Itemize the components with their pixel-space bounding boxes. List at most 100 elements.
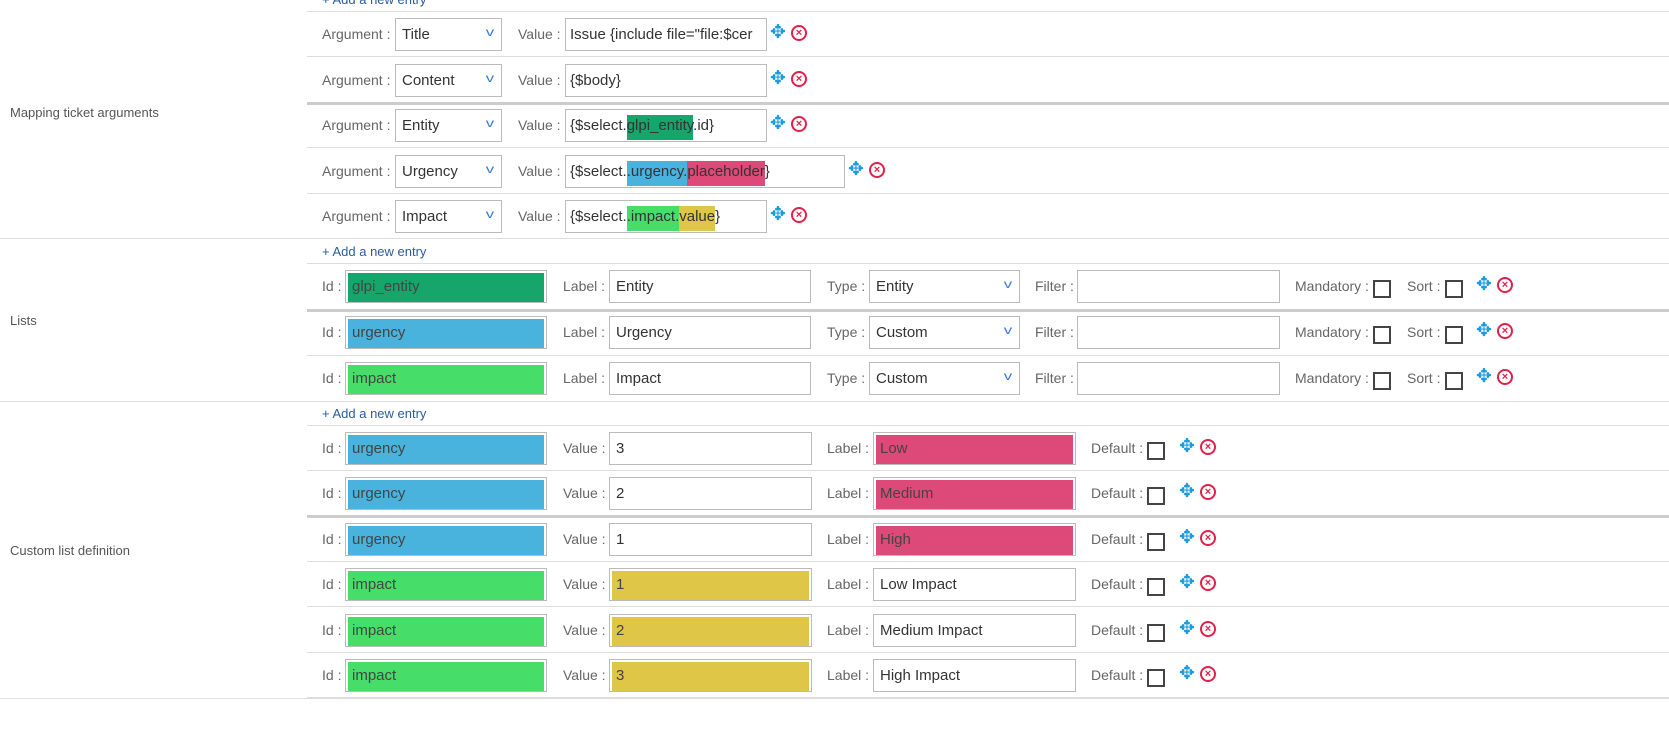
label-input[interactable]: High — [873, 522, 1076, 556]
label-input[interactable]: Entity — [609, 270, 811, 303]
add-entry-link-custom[interactable]: + Add a new entry — [322, 406, 427, 421]
move-icon[interactable]: ✥ — [848, 158, 864, 180]
label-input[interactable]: Medium — [873, 477, 1076, 511]
move-icon[interactable]: ✥ — [770, 22, 786, 43]
move-icon[interactable]: ✥ — [1179, 663, 1195, 684]
mapping-row: Argument : Content v Value : {$body} ✥ × — [0, 58, 1669, 104]
default-checkbox[interactable] — [1147, 487, 1165, 506]
move-icon[interactable]: ✥ — [1179, 526, 1195, 548]
delete-icon[interactable]: × — [869, 161, 885, 178]
move-icon[interactable]: ✥ — [1476, 320, 1492, 341]
chevron-down-icon: v — [1003, 277, 1013, 291]
custom-row: Id : impact Value : 3 Label : High Impact Defa… — [0, 653, 1669, 699]
default-checkbox[interactable] — [1147, 578, 1165, 597]
default-checkbox[interactable] — [1147, 623, 1165, 642]
label-input[interactable]: Low — [873, 432, 1076, 465]
delete-icon[interactable]: × — [1200, 575, 1216, 592]
filter-input[interactable] — [1077, 316, 1280, 349]
label-input[interactable]: Medium Impact — [873, 613, 1076, 647]
add-entry-link-lists[interactable]: + Add a new entry — [322, 244, 427, 259]
delete-icon[interactable]: × — [1200, 484, 1216, 501]
move-icon[interactable]: ✥ — [770, 67, 786, 89]
filter-input[interactable] — [1077, 362, 1280, 395]
divider — [307, 101, 1669, 105]
id-input[interactable]: impact — [345, 659, 547, 692]
delete-icon[interactable]: × — [791, 70, 807, 87]
move-icon[interactable]: ✥ — [1179, 572, 1195, 594]
id-input[interactable]: impact — [345, 362, 547, 395]
value-input[interactable]: {$select.glpi_entity.id} — [565, 109, 767, 142]
value-input[interactable]: {$body} — [565, 63, 767, 97]
move-icon[interactable]: ✥ — [1179, 481, 1195, 503]
default-checkbox[interactable] — [1147, 532, 1165, 551]
value-input[interactable]: 3 — [609, 432, 812, 465]
argument-select[interactable]: Entity v — [395, 109, 502, 142]
move-icon[interactable]: ✥ — [1476, 274, 1492, 295]
value-input[interactable]: 2 — [609, 613, 812, 647]
id-input-text: impact — [348, 365, 544, 394]
mandatory-checkbox[interactable] — [1373, 280, 1391, 298]
id-input[interactable]: urgency — [345, 477, 547, 511]
delete-icon[interactable]: × — [1497, 323, 1513, 339]
argument-select[interactable]: Impact v — [395, 200, 502, 233]
delete-icon[interactable]: × — [1200, 620, 1216, 637]
delete-icon[interactable]: × — [1200, 666, 1216, 682]
field-label: Default : — [1091, 485, 1144, 502]
move-icon[interactable]: ✥ — [1179, 436, 1195, 457]
chevron-down-icon: v — [485, 161, 495, 176]
value-input[interactable]: {$select..urgency.placeholder} — [565, 154, 845, 188]
sort-checkbox[interactable] — [1445, 280, 1463, 298]
move-icon[interactable]: ✥ — [770, 113, 786, 134]
chevron-down-icon: v — [485, 207, 495, 221]
field-label: Label : — [827, 530, 870, 547]
label-input[interactable]: Urgency — [609, 316, 811, 349]
sort-checkbox[interactable] — [1445, 372, 1463, 390]
mandatory-checkbox[interactable] — [1373, 326, 1391, 344]
default-checkbox[interactable] — [1147, 669, 1165, 687]
filter-input[interactable] — [1077, 270, 1280, 303]
delete-icon[interactable]: × — [791, 25, 807, 41]
id-input[interactable]: impact — [345, 613, 547, 647]
value-segment: {$select. — [570, 208, 627, 225]
field-label: Label : — [827, 621, 870, 638]
type-select[interactable]: Custom v — [869, 362, 1020, 395]
label-input[interactable]: High Impact — [873, 659, 1076, 692]
delete-icon[interactable]: × — [1200, 529, 1216, 546]
field-label: Value : — [518, 208, 561, 224]
delete-icon[interactable]: × — [1497, 277, 1513, 293]
id-input[interactable]: impact — [345, 568, 547, 602]
add-entry-link-mapping[interactable]: + Add a new entry — [322, 0, 426, 7]
id-input[interactable]: urgency — [345, 522, 547, 556]
value-segment: Issue {include file="file:$cer — [570, 26, 753, 43]
value-input[interactable]: 3 — [609, 659, 812, 692]
id-input[interactable]: urgency — [345, 316, 547, 349]
value-input[interactable]: 1 — [609, 522, 812, 556]
move-icon[interactable]: ✥ — [1476, 366, 1492, 387]
value-segment: } — [764, 162, 770, 180]
move-icon[interactable]: ✥ — [1179, 617, 1195, 639]
argument-select[interactable]: Urgency v — [395, 154, 502, 188]
delete-icon[interactable]: × — [791, 207, 807, 223]
mandatory-checkbox[interactable] — [1373, 372, 1391, 390]
field-label: Id : — [322, 530, 342, 547]
delete-icon[interactable]: × — [1200, 439, 1216, 455]
move-icon[interactable]: ✥ — [770, 204, 786, 225]
delete-icon[interactable]: × — [791, 116, 807, 132]
argument-select[interactable]: Content v — [395, 63, 502, 97]
argument-select[interactable]: Title v — [395, 18, 502, 51]
value-input[interactable]: {$select..impact.value} — [565, 200, 767, 233]
id-input[interactable]: glpi_entity — [345, 270, 547, 303]
type-select[interactable]: Custom v — [869, 316, 1020, 349]
value-input[interactable]: 1 — [609, 568, 812, 602]
field-label: Id : — [322, 278, 342, 294]
label-input[interactable]: Impact — [609, 362, 811, 395]
value-input[interactable]: Issue {include file="file:$cer — [565, 18, 767, 51]
default-checkbox[interactable] — [1147, 442, 1165, 460]
label-input[interactable]: Low Impact — [873, 568, 1076, 602]
value-input-text: 3 — [616, 440, 625, 457]
type-select[interactable]: Entity v — [869, 270, 1020, 303]
id-input[interactable]: urgency — [345, 432, 547, 465]
sort-checkbox[interactable] — [1445, 326, 1463, 344]
delete-icon[interactable]: × — [1497, 369, 1513, 385]
value-input[interactable]: 2 — [609, 477, 812, 511]
